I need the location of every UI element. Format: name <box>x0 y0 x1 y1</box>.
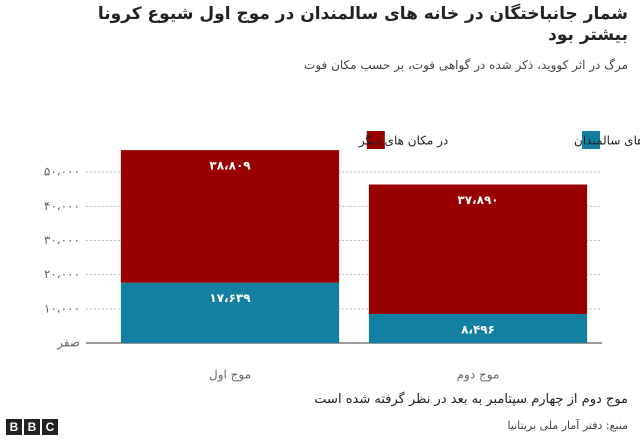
legend-label: در مکان های دیگر <box>358 134 448 149</box>
value-label: ۱۷،۶۳۹ <box>209 291 251 305</box>
x-tick-label: موج اول <box>209 368 251 383</box>
bar-segment <box>120 150 340 283</box>
bar-segment <box>368 184 588 314</box>
logo-letter: B <box>6 419 22 435</box>
y-tick-label: ۳۰،۰۰۰ <box>44 233 80 247</box>
value-label: ۳۷،۸۹۰ <box>457 193 498 207</box>
source: منبع: دفتر آمار ملی بریتانیا <box>507 419 628 432</box>
y-tick-label: صفر <box>56 336 80 351</box>
value-label: ۳۸،۸۰۹ <box>209 159 251 173</box>
footnote: موج دوم از چهارم سپتامبر به بعد در نظر گ… <box>314 392 628 407</box>
logo: B B C <box>6 419 58 435</box>
legend-swatch <box>366 131 385 149</box>
bar-segment <box>120 282 340 343</box>
bar-segment <box>368 313 588 343</box>
legend-swatch <box>582 131 600 149</box>
chart-title: شمار جانباختگان در خانه های سالمندان در … <box>97 4 628 45</box>
logo-letter: C <box>42 419 58 435</box>
logo-letter: B <box>24 419 40 435</box>
legend-label: در خانه های سالمندان <box>574 134 640 149</box>
value-label: ۸،۴۹۶ <box>461 322 495 336</box>
y-tick-label: ۴۰،۰۰۰ <box>44 199 80 213</box>
chart-subtitle: مرگ در اثر کووید، ذکر شده در گواهی فوت، … <box>304 58 628 72</box>
y-tick-label: ۵۰،۰۰۰ <box>44 165 80 179</box>
x-tick-label: موج دوم <box>457 368 500 383</box>
y-tick-label: ۱۰،۰۰۰ <box>44 301 80 315</box>
y-tick-label: ۲۰،۰۰۰ <box>44 267 80 281</box>
